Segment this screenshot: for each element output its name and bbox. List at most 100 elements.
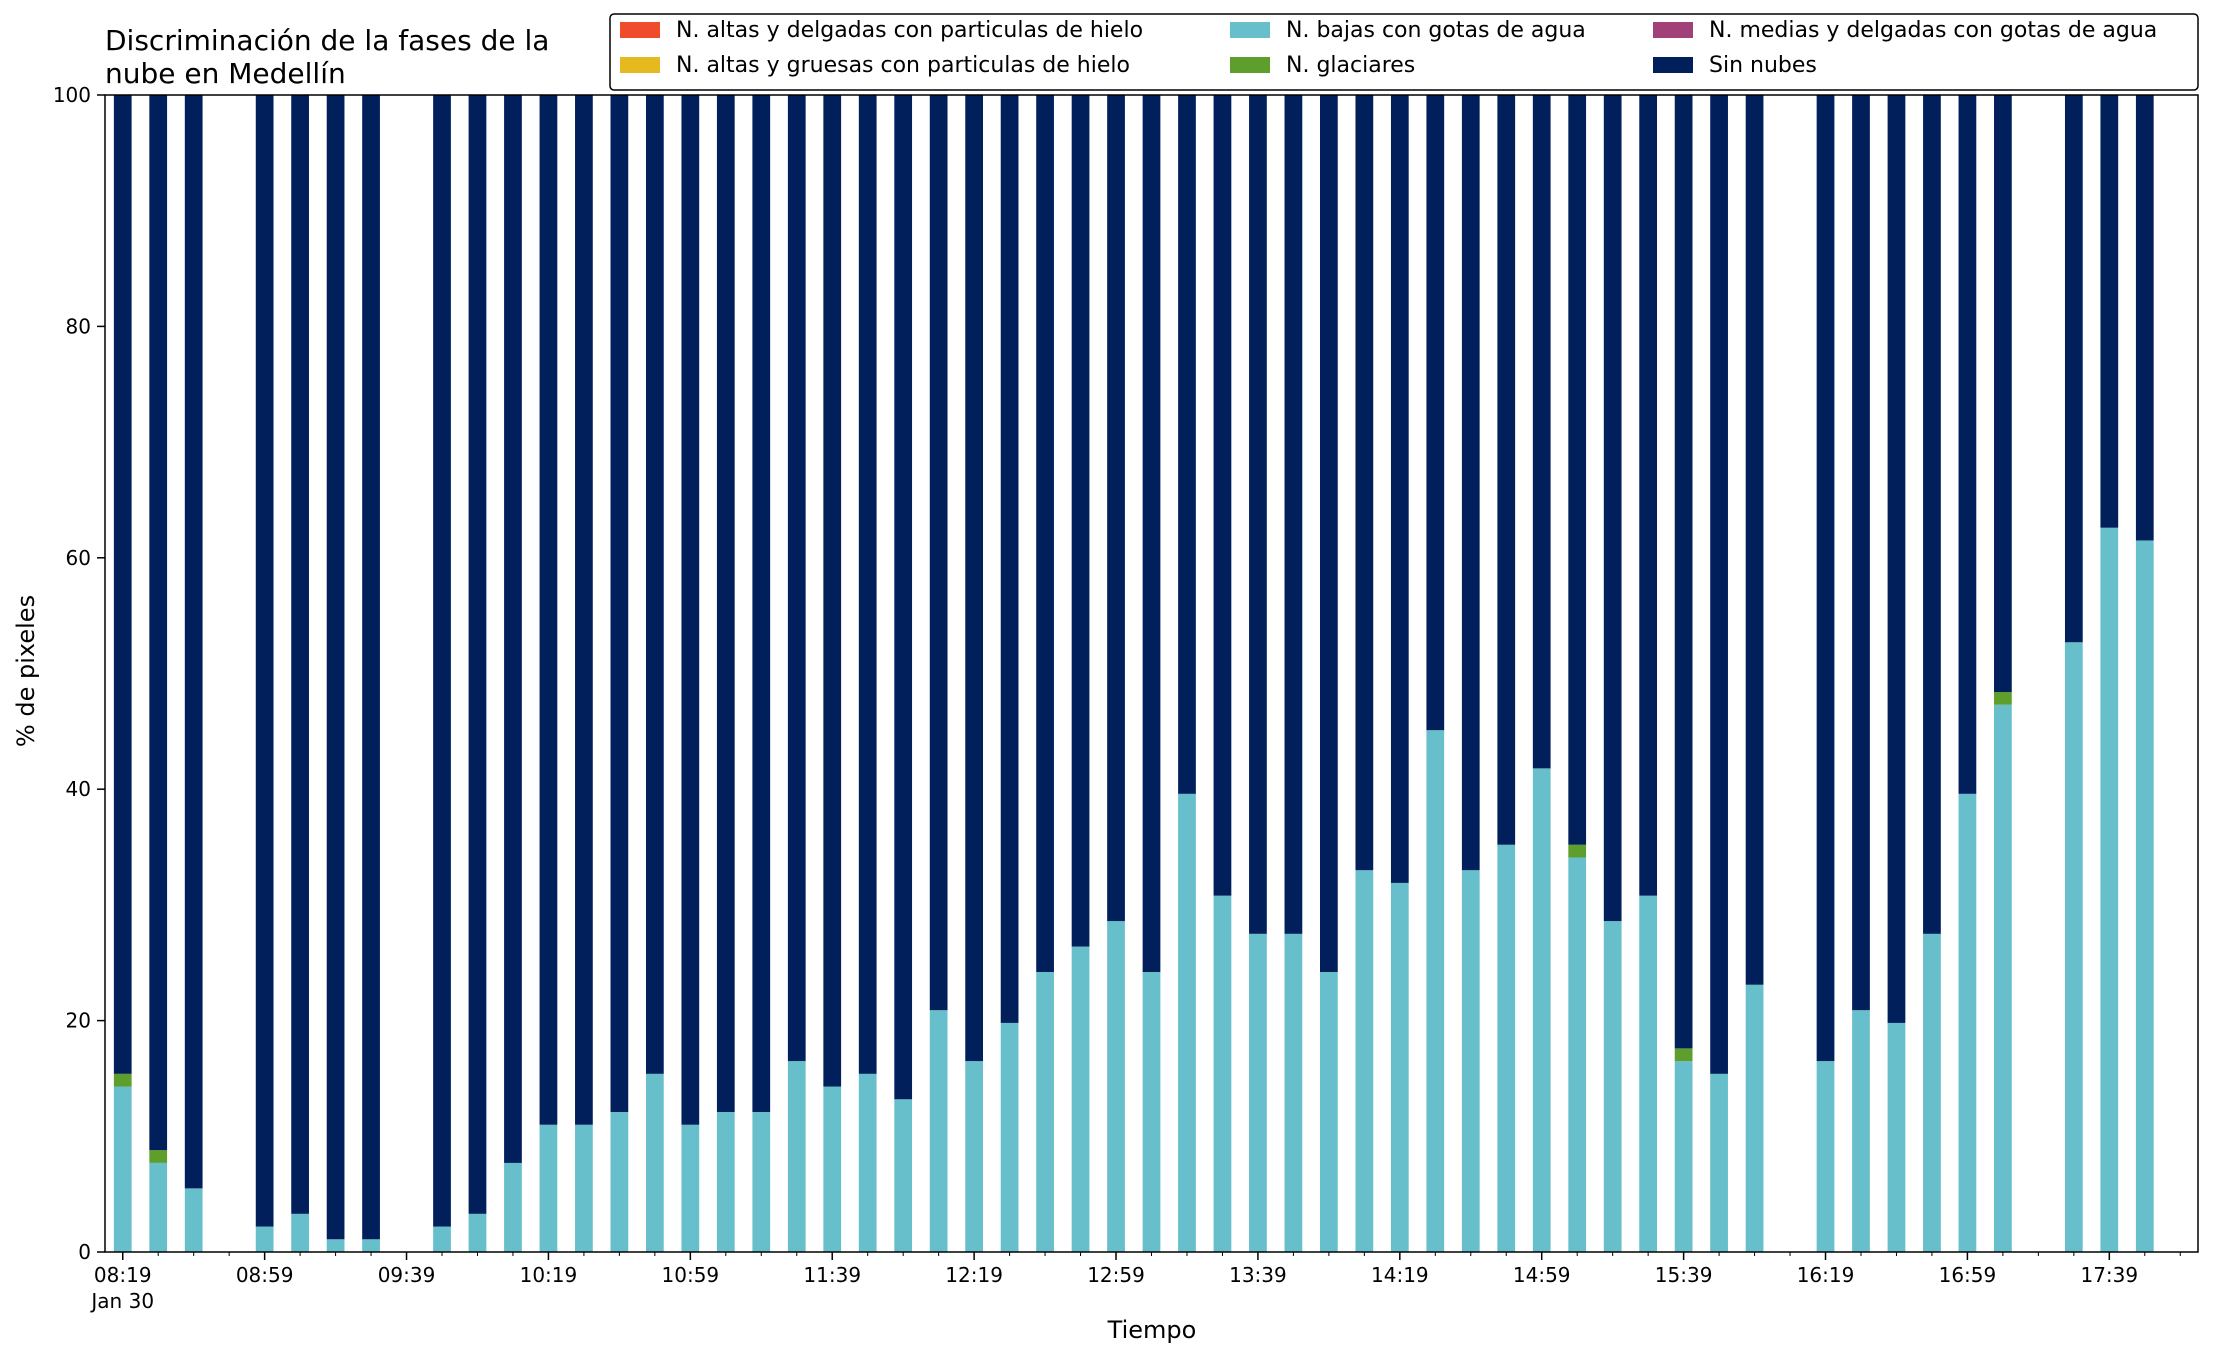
y-tick-label-2: 40 — [66, 777, 91, 801]
bar-segment-2-50 — [1994, 704, 2012, 1252]
bar-segment-2-29 — [1213, 895, 1232, 1252]
bar-segment-5-2 — [184, 95, 203, 1189]
bar-segment-5-50 — [1994, 95, 2012, 693]
bar-segment-5-12 — [610, 95, 629, 1112]
y-tick-label-1: 20 — [66, 1009, 91, 1033]
bar-segment-5-39 — [1568, 95, 1587, 845]
bar-segment-2-34 — [1390, 882, 1409, 1252]
bar-segment-2-4 — [291, 1213, 309, 1252]
x-tick-label-5: 11:39 — [803, 1263, 861, 1287]
legend: N. altas y delgadas con particulas de hi… — [609, 13, 2199, 91]
bar-segment-2-19 — [858, 1073, 877, 1252]
bar-segment-5-30 — [1249, 95, 1267, 934]
x-tick-label-7: 12:59 — [1087, 1263, 1145, 1287]
legend-swatch-3 — [1230, 57, 1270, 73]
y-axis-label: % de pixeles — [12, 595, 40, 747]
bar-segment-5-49 — [1958, 95, 1977, 794]
bar-segment-5-48 — [1923, 95, 1941, 934]
bar-segment-5-22 — [965, 95, 983, 1062]
bar-segment-5-47 — [1887, 95, 1906, 1023]
x-tick-label-10: 14:59 — [1513, 1263, 1571, 1287]
legend-label-4: N. medias y delgadas con gotas de agua — [1709, 18, 2157, 43]
bar-segment-5-43 — [1710, 95, 1728, 1074]
bar-segment-2-53 — [2135, 540, 2154, 1252]
bar-segment-2-14 — [681, 1124, 700, 1252]
bar-segment-2-25 — [1071, 946, 1090, 1252]
bar-segment-5-15 — [716, 95, 735, 1112]
bar-segment-2-20 — [894, 1099, 913, 1252]
bar-segment-5-40 — [1603, 95, 1622, 922]
bar-segment-5-53 — [2135, 95, 2154, 541]
chart-title-line-1: Discriminación de la fases de la — [105, 24, 549, 57]
bar-segment-2-9 — [504, 1162, 522, 1252]
bar-segment-5-9 — [504, 95, 522, 1163]
bar-segment-5-13 — [645, 95, 664, 1074]
bar-segment-5-23 — [1000, 95, 1019, 1023]
legend-swatch-4 — [1653, 22, 1693, 38]
x-tick-label-6: 12:19 — [945, 1263, 1003, 1287]
bar-segment-2-0 — [113, 1086, 132, 1252]
bars-layer — [113, 95, 2154, 1252]
bar-segment-2-27 — [1142, 972, 1161, 1252]
bar-segment-5-16 — [752, 95, 771, 1112]
bar-segment-2-47 — [1887, 1022, 1906, 1252]
legend-label-1: N. altas y gruesas con particulas de hie… — [676, 53, 1130, 78]
bar-segment-2-23 — [1000, 1022, 1019, 1252]
bar-segment-2-6 — [362, 1239, 380, 1252]
bar-segment-5-29 — [1213, 95, 1232, 896]
bar-segment-5-18 — [823, 95, 842, 1087]
bar-segment-2-51 — [2064, 642, 2083, 1252]
x-axis-label: Tiempo — [1107, 1316, 1197, 1344]
x-tick-label-9: 14:19 — [1371, 1263, 1429, 1287]
bar-segment-5-25 — [1071, 95, 1090, 947]
bar-segment-2-7 — [433, 1226, 451, 1252]
bar-segment-2-49 — [1958, 793, 1977, 1252]
bar-segment-5-33 — [1355, 95, 1374, 871]
bar-segment-5-19 — [858, 95, 877, 1074]
bar-segment-2-10 — [539, 1124, 558, 1252]
x-tick-label-4: 10:59 — [662, 1263, 720, 1287]
y-tick-label-5: 100 — [53, 83, 91, 107]
bar-segment-2-17 — [787, 1061, 806, 1252]
y-tick-label-3: 60 — [66, 546, 91, 570]
bar-segment-5-20 — [894, 95, 913, 1100]
bar-segment-5-38 — [1532, 95, 1551, 769]
bar-segment-5-10 — [539, 95, 558, 1125]
bar-segment-5-14 — [681, 95, 700, 1125]
bar-segment-5-5 — [326, 95, 345, 1240]
chart-title-line-2: nube en Medellín — [105, 57, 346, 90]
bar-segment-5-24 — [1036, 95, 1054, 973]
bar-segment-3-50 — [1994, 692, 2012, 705]
bar-segment-5-27 — [1142, 95, 1161, 973]
x-tick-label-0: 08:19 — [94, 1263, 152, 1287]
x-tick-label-13: 16:59 — [1939, 1263, 1997, 1287]
bar-segment-2-46 — [1852, 1010, 1870, 1252]
bar-segment-5-0 — [113, 95, 132, 1074]
bar-segment-3-0 — [113, 1073, 132, 1087]
bar-segment-2-1 — [149, 1162, 168, 1252]
bar-segment-2-24 — [1036, 972, 1054, 1252]
legend-label-2: N. bajas con gotas de agua — [1286, 18, 1586, 43]
bar-segment-5-11 — [575, 95, 593, 1125]
bar-segment-2-28 — [1178, 793, 1196, 1252]
y-tick-label-4: 80 — [66, 314, 91, 338]
bar-segment-2-3 — [255, 1226, 274, 1252]
bar-segment-5-46 — [1852, 95, 1870, 1011]
legend-box — [609, 13, 2199, 91]
bar-segment-5-3 — [255, 95, 274, 1227]
x-tick-label-8: 13:39 — [1229, 1263, 1287, 1287]
bar-segment-5-34 — [1390, 95, 1409, 883]
bar-segment-2-36 — [1461, 870, 1480, 1252]
x-tick-label-3: 10:19 — [520, 1263, 578, 1287]
bar-segment-2-40 — [1603, 921, 1622, 1252]
legend-label-5: Sin nubes — [1709, 53, 1817, 78]
x-tick-label-1: 08:59 — [236, 1263, 294, 1287]
bar-segment-2-11 — [575, 1124, 593, 1252]
bar-segment-3-42 — [1674, 1048, 1693, 1062]
bar-segment-5-6 — [362, 95, 380, 1240]
bar-segment-2-22 — [965, 1061, 983, 1252]
bar-segment-2-2 — [184, 1188, 203, 1252]
bar-segment-2-21 — [929, 1010, 948, 1252]
bar-segment-5-32 — [1320, 95, 1338, 973]
bar-segment-5-8 — [468, 95, 487, 1214]
